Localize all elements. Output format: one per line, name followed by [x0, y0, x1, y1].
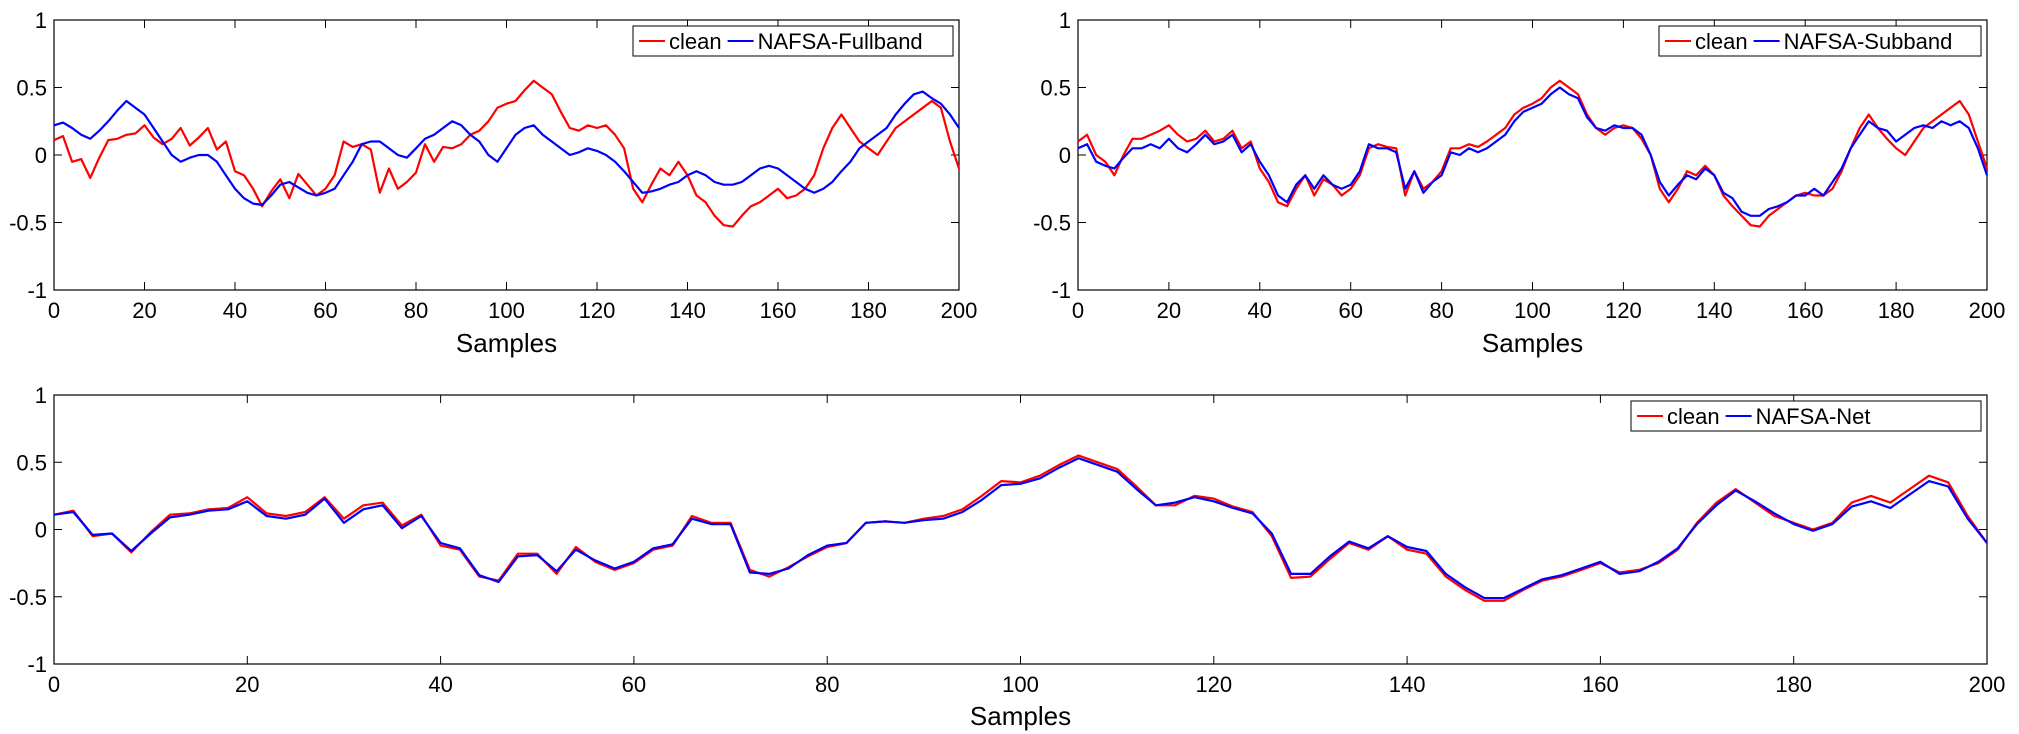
legend-entry-label: NAFSA-Subband — [1784, 29, 1953, 54]
x-tick-label: 20 — [132, 298, 156, 323]
x-tick-label: 60 — [622, 672, 646, 697]
x-tick-label: 140 — [1389, 672, 1426, 697]
y-tick-label: -1 — [1051, 278, 1071, 303]
y-tick-label: 0 — [35, 143, 47, 168]
y-tick-label: -1 — [27, 278, 47, 303]
y-tick-label: 0 — [1059, 143, 1071, 168]
x-tick-label: 100 — [1514, 298, 1551, 323]
y-tick-label: -0.5 — [1033, 211, 1071, 236]
legend: clean NAFSA-Fullband — [632, 25, 954, 57]
x-tick-label: 160 — [760, 298, 797, 323]
x-tick-label: 0 — [48, 672, 60, 697]
x-axis-label: Samples — [456, 328, 557, 358]
x-tick-label: 40 — [428, 672, 452, 697]
x-tick-label: 120 — [1195, 672, 1232, 697]
x-tick-label: 80 — [1429, 298, 1453, 323]
x-tick-label: 20 — [1157, 298, 1181, 323]
legend-entry-label: NAFSA-Net — [1756, 404, 1871, 429]
legend-entry-label: clean — [1695, 29, 1748, 54]
x-tick-label: 20 — [235, 672, 259, 697]
y-tick-label: -0.5 — [9, 211, 47, 236]
legend: clean NAFSA-Net — [1630, 400, 1982, 432]
plot-area-frame — [1077, 19, 1988, 291]
y-tick-label: -0.5 — [9, 585, 47, 610]
series-line-clean — [1077, 79, 1989, 228]
x-tick-label: 80 — [404, 298, 428, 323]
y-tick-label: 0.5 — [16, 76, 47, 101]
x-tick-label: 40 — [223, 298, 247, 323]
series-line-nafsa-net — [53, 457, 1988, 600]
legend-box — [632, 25, 954, 57]
chart-panel-1: 0 20 40 60 80 100 120 140 160 180 200 -1 -0.5 0 0.5 1 Sa… — [9, 8, 977, 358]
x-tick-label: 160 — [1582, 672, 1619, 697]
x-tick-label: 120 — [1605, 298, 1642, 323]
y-tick-label: -1 — [27, 652, 47, 677]
y-tick-label: 1 — [35, 383, 47, 408]
x-tick-label: 140 — [1696, 298, 1733, 323]
x-tick-label: 60 — [313, 298, 337, 323]
y-tick-label: 1 — [35, 8, 47, 33]
x-tick-label: 0 — [1072, 298, 1084, 323]
x-tick-label: 200 — [1969, 672, 2006, 697]
series-line-clean — [53, 454, 1988, 602]
plot-area-frame — [53, 19, 960, 291]
legend-entry-label: clean — [1667, 404, 1720, 429]
x-tick-label: 40 — [1248, 298, 1272, 323]
chart-panel-2: 0 20 40 60 80 100 120 140 160 180 200 -1 -0.5 0 0.5 1 Sa… — [1033, 8, 2005, 358]
chart-panel-3: 0 20 40 60 80 100 120 140 160 180 200 -1 -0.5 0 0.5 1 Sa… — [9, 383, 2005, 731]
y-tick-label: 0 — [35, 518, 47, 543]
plot-area-frame — [53, 394, 1988, 665]
x-tick-label: 180 — [1878, 298, 1915, 323]
legend-entry-label: NAFSA-Fullband — [758, 29, 923, 54]
x-tick-label: 120 — [579, 298, 616, 323]
x-axis-label: Samples — [1482, 328, 1583, 358]
legend-entry-label: clean — [669, 29, 722, 54]
x-tick-label: 160 — [1787, 298, 1824, 323]
legend-box — [1658, 25, 1982, 57]
x-tick-label: 140 — [669, 298, 706, 323]
y-tick-label: 1 — [1059, 8, 1071, 33]
y-tick-label: 0.5 — [1040, 76, 1071, 101]
x-tick-label: 200 — [941, 298, 978, 323]
x-axis-label: Samples — [970, 701, 1071, 731]
x-tick-label: 180 — [1775, 672, 1812, 697]
series-line-nafsa-fullband — [53, 90, 960, 206]
legend-box — [1630, 400, 1982, 432]
legend: clean NAFSA-Subband — [1658, 25, 1982, 57]
y-tick-label: 0.5 — [16, 450, 47, 475]
x-tick-label: 80 — [815, 672, 839, 697]
series-line-nafsa-subband — [1077, 86, 1989, 217]
x-tick-label: 180 — [850, 298, 887, 323]
series-line-clean — [53, 79, 961, 228]
x-tick-label: 100 — [488, 298, 525, 323]
x-tick-label: 100 — [1002, 672, 1039, 697]
x-tick-label: 200 — [1969, 298, 2006, 323]
x-tick-label: 0 — [48, 298, 60, 323]
x-tick-label: 60 — [1338, 298, 1362, 323]
